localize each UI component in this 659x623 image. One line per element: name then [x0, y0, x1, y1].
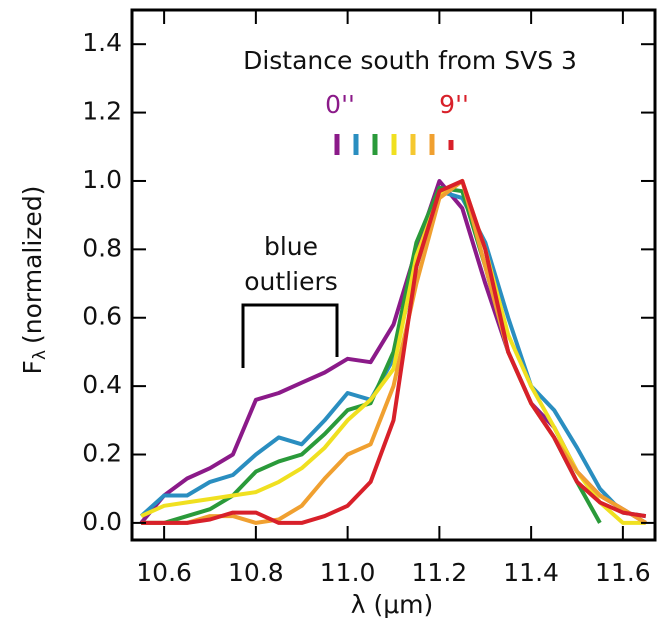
y-tick-label: 1.4: [82, 28, 122, 57]
plot-frame: [130, 8, 657, 542]
y-label-main: F: [18, 360, 47, 374]
outliers-label: blue: [264, 232, 318, 261]
x-tick-label: 11.0: [320, 558, 376, 587]
outliers-bracket: [241, 303, 339, 368]
y-label-sub: λ: [30, 350, 50, 360]
chart-title: Distance south from SVS 3: [243, 46, 577, 75]
y-tick-label: 1.0: [82, 165, 122, 194]
x-axis-label: λ (μm): [351, 590, 434, 619]
end-label: 9'': [439, 90, 469, 119]
y-tick-label: 0.6: [82, 302, 122, 331]
series-line: [141, 179, 647, 525]
y-tick-label: 0.8: [82, 233, 122, 262]
distance-markers: [334, 134, 454, 155]
y-tick-label: 0.2: [82, 439, 122, 468]
series-line: [139, 189, 647, 519]
y-axis-label: Fλ (normalized): [18, 186, 50, 375]
y-label-rest: (normalized): [18, 186, 47, 344]
y-tick-label: 0.4: [82, 370, 122, 399]
x-tick-label: 10.6: [136, 558, 192, 587]
x-tick-label: 11.6: [595, 558, 651, 587]
outliers-label: outliers: [244, 267, 338, 296]
y-tick-label: 1.2: [82, 97, 122, 126]
start-label: 0'': [325, 90, 355, 119]
x-tick-label: 11.4: [503, 558, 559, 587]
series-line: [140, 179, 646, 525]
x-tick-label: 10.8: [228, 558, 284, 587]
y-tick-label: 0.0: [82, 507, 122, 536]
x-tick-label: 11.2: [412, 558, 468, 587]
series-line: [141, 185, 602, 525]
